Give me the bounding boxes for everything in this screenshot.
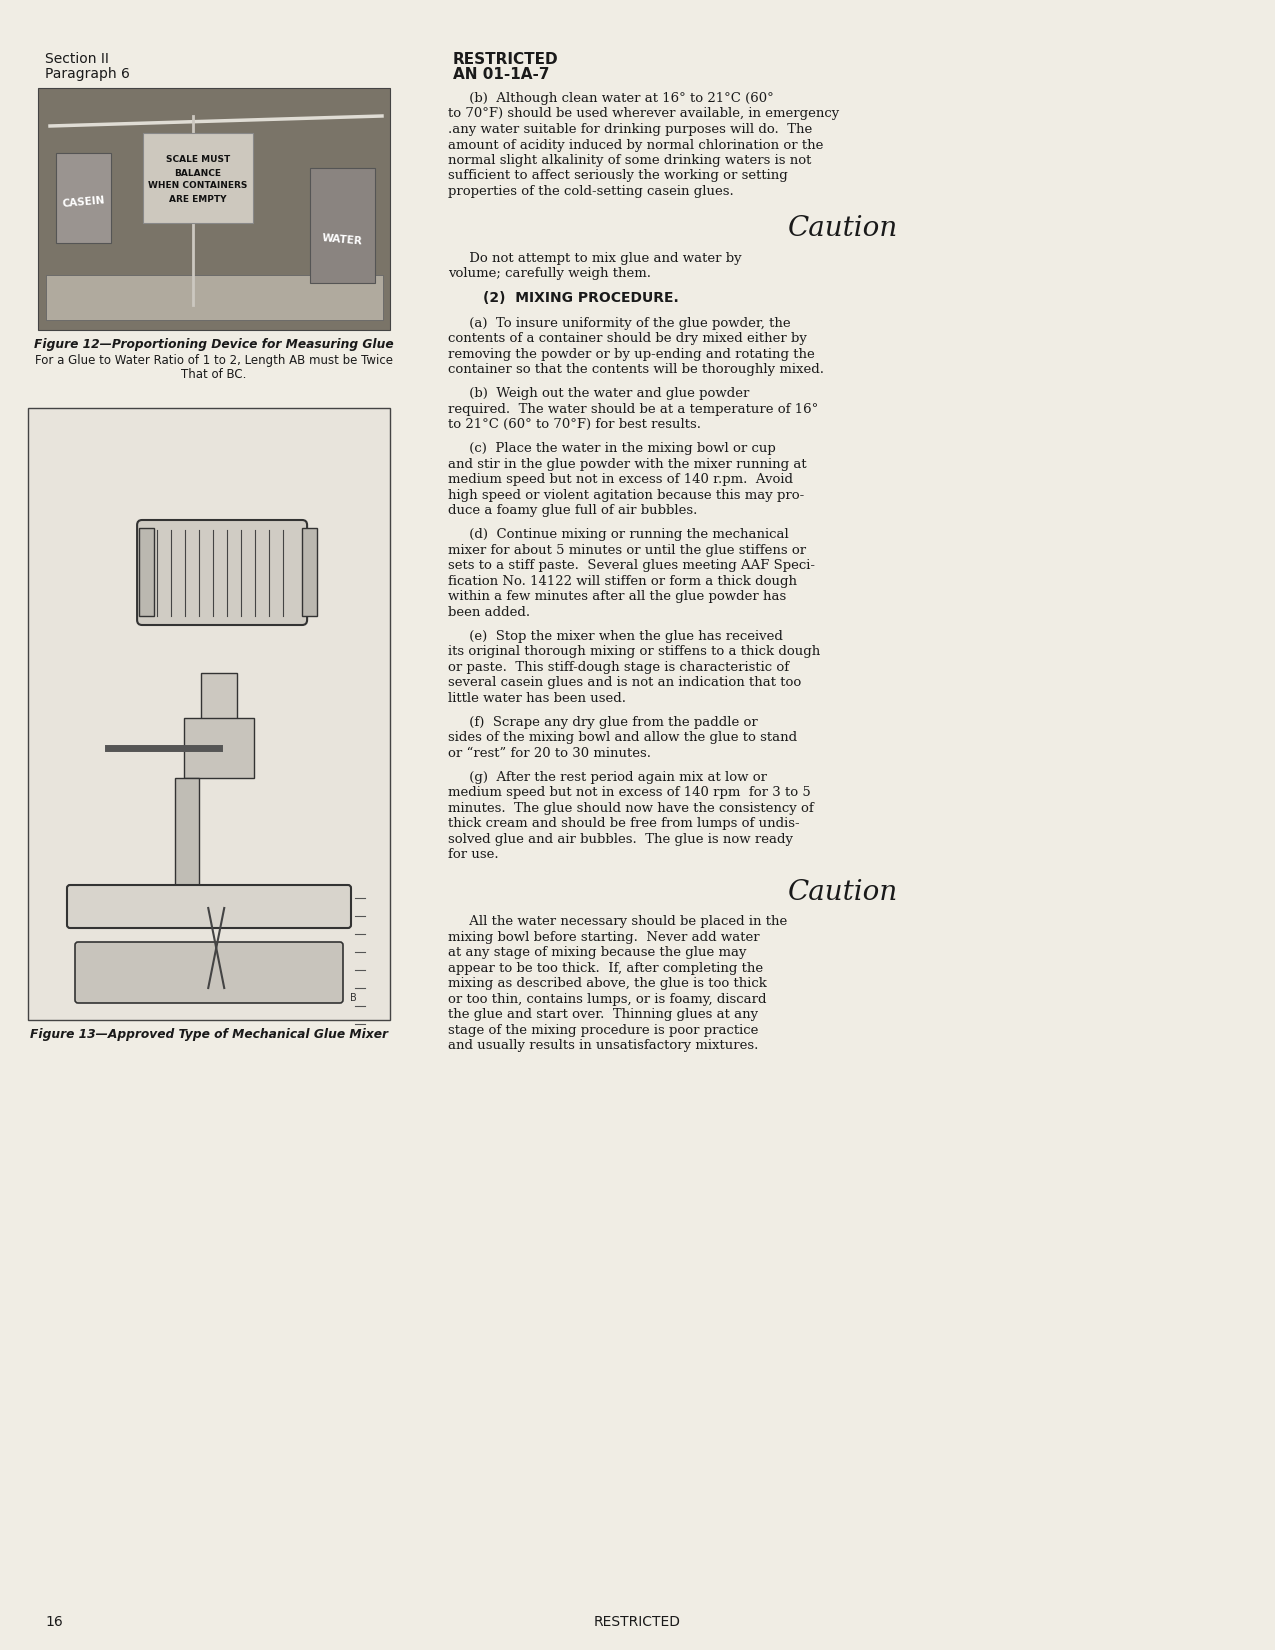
Text: (f)  Scrape any dry glue from the paddle or: (f) Scrape any dry glue from the paddle … <box>448 716 757 729</box>
Text: RESTRICTED: RESTRICTED <box>594 1615 681 1629</box>
Text: been added.: been added. <box>448 606 530 619</box>
Text: All the water necessary should be placed in the: All the water necessary should be placed… <box>448 916 787 927</box>
Text: Caution: Caution <box>788 878 898 906</box>
Text: solved glue and air bubbles.  The glue is now ready: solved glue and air bubbles. The glue is… <box>448 833 793 846</box>
Text: Figure 12—Proportioning Device for Measuring Glue: Figure 12—Proportioning Device for Measu… <box>34 338 394 351</box>
Bar <box>56 153 111 243</box>
Text: (g)  After the rest period again mix at low or: (g) After the rest period again mix at l… <box>448 771 768 784</box>
Text: sets to a stiff paste.  Several glues meeting AAF Speci-: sets to a stiff paste. Several glues mee… <box>448 559 815 573</box>
FancyBboxPatch shape <box>75 942 343 1003</box>
Text: removing the powder or by up-ending and rotating the: removing the powder or by up-ending and … <box>448 348 815 361</box>
Text: volume; carefully weigh them.: volume; carefully weigh them. <box>448 267 652 280</box>
Text: (e)  Stop the mixer when the glue has received: (e) Stop the mixer when the glue has rec… <box>448 630 783 644</box>
Text: ARE EMPTY: ARE EMPTY <box>170 195 227 203</box>
Text: the glue and start over.  Thinning glues at any: the glue and start over. Thinning glues … <box>448 1008 759 1021</box>
Bar <box>28 408 390 1020</box>
Text: for use.: for use. <box>448 848 499 861</box>
Text: mixing bowl before starting.  Never add water: mixing bowl before starting. Never add w… <box>448 931 760 944</box>
Text: sufficient to affect seriously the working or setting: sufficient to affect seriously the worki… <box>448 170 788 183</box>
Bar <box>38 87 390 330</box>
Text: contents of a container should be dry mixed either by: contents of a container should be dry mi… <box>448 332 807 345</box>
Bar <box>310 168 375 284</box>
Text: B: B <box>351 993 357 1003</box>
Text: appear to be too thick.  If, after completing the: appear to be too thick. If, after comple… <box>448 962 764 975</box>
Text: That of BC.: That of BC. <box>181 368 246 381</box>
Text: its original thorough mixing or stiffens to a thick dough: its original thorough mixing or stiffens… <box>448 645 820 658</box>
Text: several casein glues and is not an indication that too: several casein glues and is not an indic… <box>448 676 801 690</box>
Text: at any stage of mixing because the glue may: at any stage of mixing because the glue … <box>448 945 746 959</box>
Text: high speed or violent agitation because this may pro-: high speed or violent agitation because … <box>448 488 805 502</box>
Text: Do not attempt to mix glue and water by: Do not attempt to mix glue and water by <box>448 252 742 264</box>
Text: to 21°C (60° to 70°F) for best results.: to 21°C (60° to 70°F) for best results. <box>448 417 701 431</box>
Text: RESTRICTED: RESTRICTED <box>453 53 558 68</box>
Bar <box>175 779 199 921</box>
Bar <box>143 134 252 223</box>
Bar <box>184 718 254 779</box>
FancyBboxPatch shape <box>68 884 351 927</box>
Text: and stir in the glue powder with the mixer running at: and stir in the glue powder with the mix… <box>448 457 807 470</box>
Text: (a)  To insure uniformity of the glue powder, the: (a) To insure uniformity of the glue pow… <box>448 317 790 330</box>
Text: or “rest” for 20 to 30 minutes.: or “rest” for 20 to 30 minutes. <box>448 747 652 761</box>
Text: Section II: Section II <box>45 53 108 66</box>
Text: (c)  Place the water in the mixing bowl or cup: (c) Place the water in the mixing bowl o… <box>448 442 775 455</box>
Text: to 70°F) should be used wherever available, in emergency: to 70°F) should be used wherever availab… <box>448 107 839 120</box>
Text: BALANCE: BALANCE <box>175 168 222 178</box>
Text: and usually results in unsatisfactory mixtures.: and usually results in unsatisfactory mi… <box>448 1040 759 1053</box>
Bar <box>201 673 237 733</box>
Text: Paragraph 6: Paragraph 6 <box>45 68 130 81</box>
Text: within a few minutes after all the glue powder has: within a few minutes after all the glue … <box>448 591 787 604</box>
Text: (2)  MIXING PROCEDURE.: (2) MIXING PROCEDURE. <box>483 290 678 305</box>
Text: stage of the mixing procedure is poor practice: stage of the mixing procedure is poor pr… <box>448 1023 759 1036</box>
Text: SCALE MUST: SCALE MUST <box>166 155 230 165</box>
Text: (b)  Although clean water at 16° to 21°C (60°: (b) Although clean water at 16° to 21°C … <box>448 92 774 106</box>
Text: little water has been used.: little water has been used. <box>448 691 626 705</box>
Text: normal slight alkalinity of some drinking waters is not: normal slight alkalinity of some drinkin… <box>448 153 811 167</box>
Text: 16: 16 <box>45 1615 62 1629</box>
Text: or too thin, contains lumps, or is foamy, discard: or too thin, contains lumps, or is foamy… <box>448 993 766 1005</box>
Text: Caution: Caution <box>788 214 898 243</box>
Text: Figure 13—Approved Type of Mechanical Glue Mixer: Figure 13—Approved Type of Mechanical Gl… <box>31 1028 388 1041</box>
Text: medium speed but not in excess of 140 rpm  for 3 to 5: medium speed but not in excess of 140 rp… <box>448 787 811 799</box>
Text: (b)  Weigh out the water and glue powder: (b) Weigh out the water and glue powder <box>448 388 750 401</box>
Text: duce a foamy glue full of air bubbles.: duce a foamy glue full of air bubbles. <box>448 505 697 518</box>
Text: CASEIN: CASEIN <box>61 196 106 210</box>
Bar <box>46 276 382 320</box>
Bar <box>139 528 154 615</box>
Text: minutes.  The glue should now have the consistency of: minutes. The glue should now have the co… <box>448 802 813 815</box>
Text: container so that the contents will be thoroughly mixed.: container so that the contents will be t… <box>448 363 824 376</box>
Text: properties of the cold-setting casein glues.: properties of the cold-setting casein gl… <box>448 185 733 198</box>
Text: .any water suitable for drinking purposes will do.  The: .any water suitable for drinking purpose… <box>448 124 812 135</box>
FancyBboxPatch shape <box>138 520 307 625</box>
Text: medium speed but not in excess of 140 r.pm.  Avoid: medium speed but not in excess of 140 r.… <box>448 474 793 487</box>
Text: For a Glue to Water Ratio of 1 to 2, Length AB must be Twice: For a Glue to Water Ratio of 1 to 2, Len… <box>34 355 393 366</box>
Text: amount of acidity induced by normal chlorination or the: amount of acidity induced by normal chlo… <box>448 139 824 152</box>
Text: thick cream and should be free from lumps of undis-: thick cream and should be free from lump… <box>448 817 799 830</box>
Text: WHEN CONTAINERS: WHEN CONTAINERS <box>148 182 247 190</box>
Text: AN 01-1A-7: AN 01-1A-7 <box>453 68 550 82</box>
Text: WATER: WATER <box>321 233 363 246</box>
Text: fication No. 14122 will stiffen or form a thick dough: fication No. 14122 will stiffen or form … <box>448 574 797 587</box>
Text: (d)  Continue mixing or running the mechanical: (d) Continue mixing or running the mecha… <box>448 528 789 541</box>
Text: mixing as described above, the glue is too thick: mixing as described above, the glue is t… <box>448 977 766 990</box>
Text: sides of the mixing bowl and allow the glue to stand: sides of the mixing bowl and allow the g… <box>448 731 797 744</box>
Bar <box>302 528 317 615</box>
Text: or paste.  This stiff-dough stage is characteristic of: or paste. This stiff-dough stage is char… <box>448 662 789 673</box>
Text: mixer for about 5 minutes or until the glue stiffens or: mixer for about 5 minutes or until the g… <box>448 544 806 556</box>
Text: required.  The water should be at a temperature of 16°: required. The water should be at a tempe… <box>448 403 819 416</box>
